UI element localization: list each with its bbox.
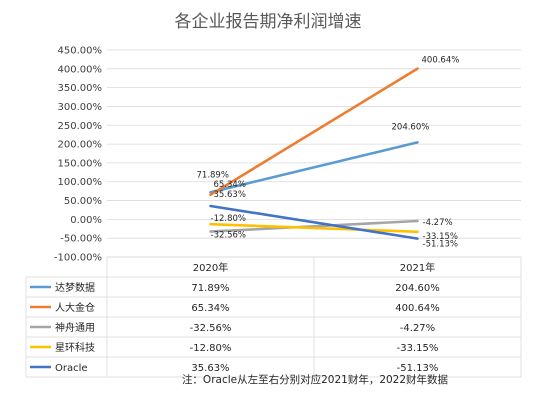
footnote: 注：Oracle从左至右分别对应2021财年，2022财年数据 (182, 373, 449, 386)
series-line-5 (209, 204, 419, 240)
table-header-cell: 2021年 (400, 261, 435, 274)
series-lines (209, 67, 419, 240)
legend-entry: Oracle (55, 363, 88, 374)
series-line-2 (209, 67, 419, 197)
table-cell: -4.27% (400, 323, 435, 334)
series-line-1 (209, 141, 419, 194)
table-cell: -12.80% (190, 343, 232, 354)
data-label: -32.56% (211, 231, 246, 241)
data-label: 35.63% (214, 190, 246, 200)
table-header-cell: 2020年 (193, 261, 228, 274)
series-line-3 (209, 219, 419, 233)
legend-entry: 星环科技 (55, 341, 95, 354)
data-labels: 71.89% 204.60% 65.34% 400.64% -32.56% -4.27% -… (197, 56, 460, 250)
data-label: -51.13% (423, 240, 458, 250)
y-tick-label: -50.00% (60, 234, 102, 245)
y-tick-label: 300.00% (58, 102, 103, 113)
table-cell: -51.13% (397, 363, 439, 374)
table-cell: 35.63% (191, 363, 229, 374)
y-tick-label: 150.00% (58, 158, 103, 169)
y-tick-label: 100.00% (58, 177, 103, 188)
table-cell: -32.56% (190, 323, 232, 334)
table-cell: 204.60% (395, 283, 440, 294)
chart-title: 各企业报告期净利润增速 (175, 12, 362, 32)
data-label: 204.60% (392, 122, 430, 132)
y-tick-label: 450.00% (58, 46, 103, 57)
y-tick-label: 200.00% (58, 140, 103, 151)
data-label: -33.15% (423, 232, 458, 242)
legend-entry: 达梦数据 (55, 281, 95, 294)
legend-entry: 神舟通用 (55, 321, 95, 334)
y-tick-label: 250.00% (58, 121, 103, 132)
y-tick-label: 50.00% (64, 196, 102, 207)
y-tick-label: 400.00% (58, 64, 103, 75)
data-label: 71.89% (197, 170, 229, 180)
series-line-4 (209, 222, 419, 234)
table-cell: 65.34% (191, 303, 229, 314)
table-cell: 400.64% (395, 303, 440, 314)
table-cell: -33.15% (397, 343, 439, 354)
data-label: -12.80% (211, 214, 246, 224)
table-cell: 71.89% (191, 283, 229, 294)
gridlines (107, 49, 521, 258)
y-tick-label: 0.00% (70, 215, 102, 226)
y-tick-label: 350.00% (58, 83, 103, 94)
data-label: -4.27% (423, 218, 453, 228)
y-axis-tick-labels: -100.00% -50.00% 0.00% 50.00% 100.00% 150.00%… (54, 46, 102, 264)
data-label: 65.34% (214, 180, 246, 190)
legend-entry: 人大金仓 (55, 301, 95, 314)
data-label: 400.64% (422, 56, 460, 66)
y-tick-label: -100.00% (54, 253, 102, 264)
